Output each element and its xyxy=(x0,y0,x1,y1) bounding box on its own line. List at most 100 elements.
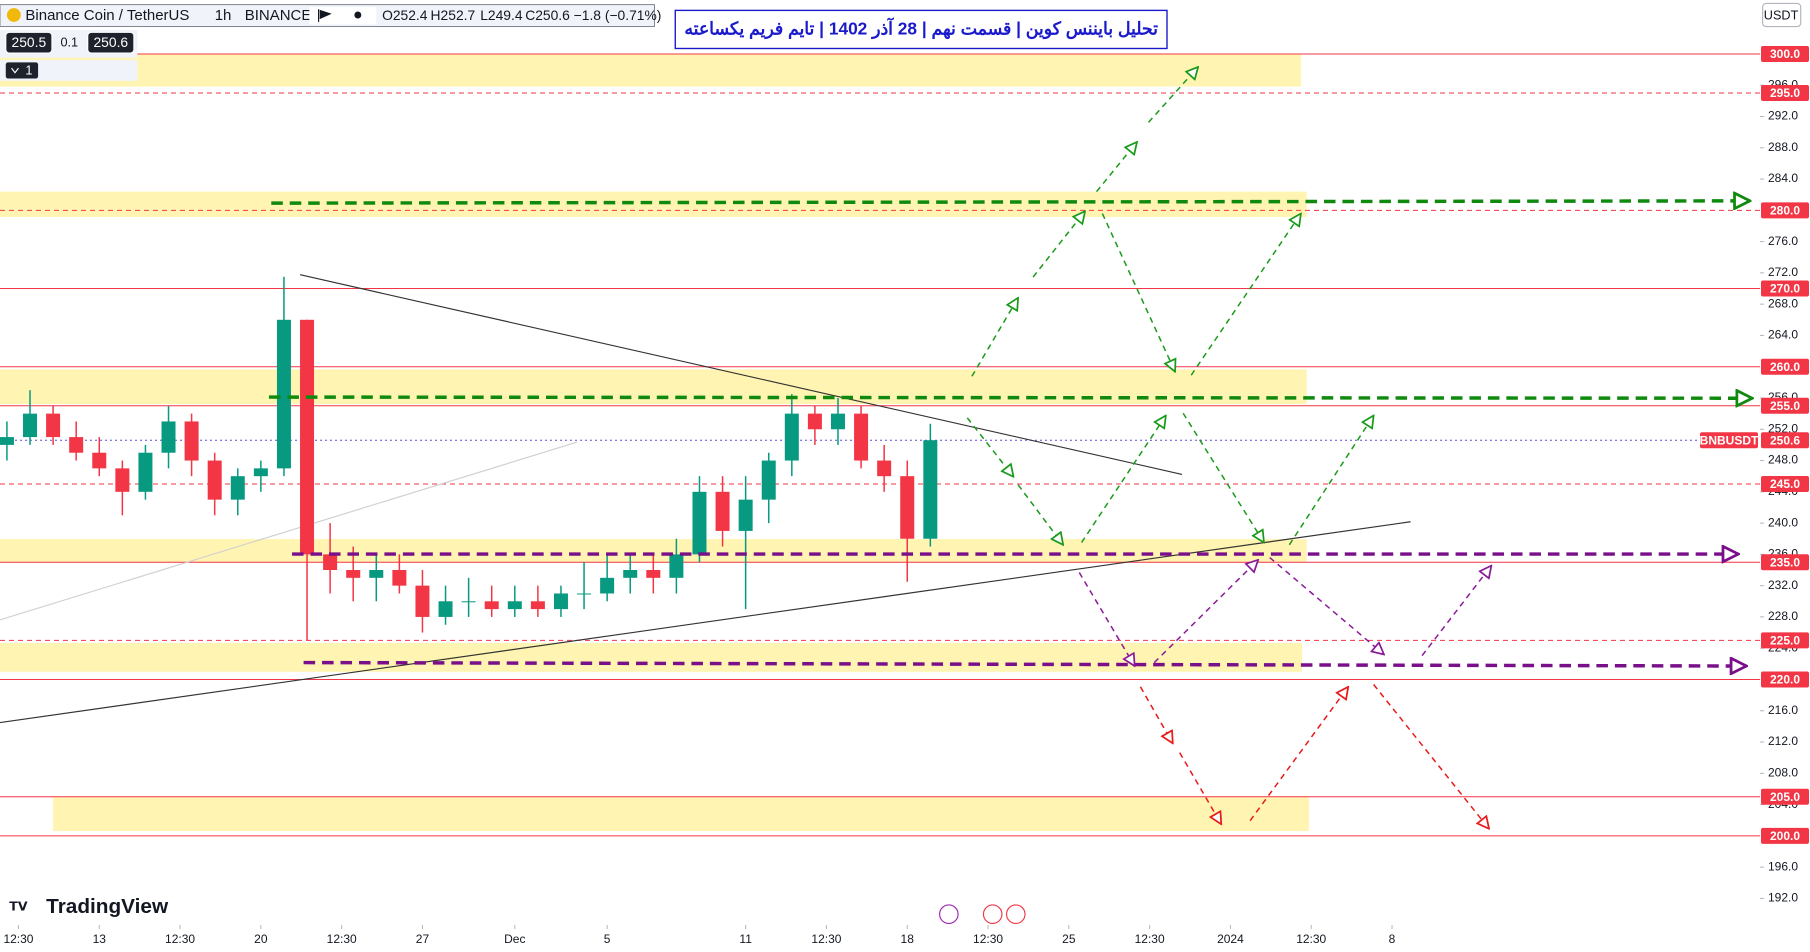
y-tick-label: 216.0 xyxy=(1768,703,1798,717)
x-tick-label: 5 xyxy=(604,932,611,946)
candle-body xyxy=(415,585,430,617)
interval[interactable]: 1h xyxy=(215,7,232,24)
level-label: 280.0 xyxy=(1770,204,1800,218)
level-label: 235.0 xyxy=(1770,555,1800,569)
indicator-toggle[interactable] xyxy=(5,62,39,79)
currency-button[interactable] xyxy=(1762,2,1802,28)
arrow xyxy=(1249,687,1348,822)
ohlc-high: H252.7 xyxy=(431,7,476,23)
candle-body xyxy=(923,440,938,539)
arrow xyxy=(1373,684,1489,828)
header: Binance Coin / TetherUS 1h BINANCE O252.… xyxy=(0,2,1802,925)
y-tick-label: 252.0 xyxy=(1768,421,1798,435)
last-price-bg xyxy=(1761,432,1809,449)
spread: 0.1 xyxy=(60,36,78,50)
arrow xyxy=(971,298,1018,377)
flag-icon[interactable] xyxy=(318,9,332,22)
level-label-bg xyxy=(1761,632,1809,649)
zone xyxy=(53,796,1309,832)
candle-body xyxy=(46,413,61,438)
y-tick-label: 228.0 xyxy=(1768,609,1798,623)
purple-arrows xyxy=(1078,556,1491,667)
target-line xyxy=(303,663,1747,666)
x-tick-label: 25 xyxy=(1062,932,1076,946)
y-tick-label: 288.0 xyxy=(1768,140,1798,154)
brand: TradingView xyxy=(46,895,169,918)
arrow xyxy=(1101,213,1175,372)
arrow xyxy=(1269,556,1384,655)
level-label: 205.0 xyxy=(1770,790,1800,804)
exchange: BINANCE xyxy=(245,7,312,24)
y-tick-label: 268.0 xyxy=(1768,296,1798,310)
event-icon[interactable] xyxy=(982,904,1003,925)
candle-body xyxy=(877,460,892,477)
arrow xyxy=(1153,560,1258,664)
bid-button[interactable] xyxy=(5,31,53,54)
symbol-label-bg xyxy=(1700,432,1758,449)
ohlc-close: C250.6 xyxy=(525,7,570,23)
event-icon[interactable] xyxy=(939,904,959,925)
candle-body xyxy=(138,452,153,492)
arrow xyxy=(1288,416,1373,546)
last-price-label: 250.6 xyxy=(1770,433,1800,447)
arrow xyxy=(1421,566,1491,657)
event-icon[interactable] xyxy=(1005,904,1026,925)
x-tick-label: 18 xyxy=(901,932,915,946)
y-tick-label: 272.0 xyxy=(1768,265,1798,279)
ask-button[interactable] xyxy=(87,31,135,54)
y-tick-label: 284.0 xyxy=(1768,171,1798,185)
candle-body xyxy=(623,570,638,578)
ohlc-change: −1.8 (−0.71%) xyxy=(574,7,662,23)
zone xyxy=(0,642,1303,672)
candle-body xyxy=(184,421,199,461)
x-tick-label: 13 xyxy=(93,932,107,946)
level-label-bg xyxy=(1761,788,1809,805)
x-tick-label: Dec xyxy=(504,932,525,946)
candle-body xyxy=(23,413,38,438)
ohlc-low: L249.4 xyxy=(480,7,523,23)
chart-title: تحلیل بایننس کوین | قسمت نهم | 28 آذر 14… xyxy=(684,18,1158,40)
zone xyxy=(0,191,1307,218)
trendline xyxy=(0,521,1411,724)
candle-body xyxy=(323,554,338,571)
candle-body xyxy=(600,577,615,594)
level-label: 200.0 xyxy=(1770,829,1800,843)
y-tick-label: 232.0 xyxy=(1768,578,1798,592)
x-tick-label: 12:30 xyxy=(327,932,357,946)
level-label-bg xyxy=(1761,280,1809,297)
candle-body xyxy=(161,421,176,453)
toolbar-icons[interactable] xyxy=(309,6,377,25)
level-label: 295.0 xyxy=(1770,86,1800,100)
y-tick-label: 192.0 xyxy=(1768,891,1798,905)
currency: USDT xyxy=(1764,9,1799,23)
level-label: 270.0 xyxy=(1770,282,1800,296)
arrow xyxy=(1190,214,1301,376)
y-tick-label: 264.0 xyxy=(1768,328,1798,342)
trendlines xyxy=(0,274,1411,724)
dot-icon[interactable] xyxy=(354,11,362,19)
symbol-label: BNBUSDT xyxy=(1700,433,1759,447)
level-label-bg xyxy=(1761,358,1809,375)
ohlc-open: O252.4 xyxy=(382,7,428,23)
candle-body xyxy=(530,601,545,610)
x-tick-label: 20 xyxy=(254,932,268,946)
symbol: Binance Coin / TetherUS xyxy=(25,7,189,24)
candle-body xyxy=(692,491,707,555)
arrow xyxy=(966,417,1013,477)
candle-body xyxy=(346,570,361,578)
candle-body xyxy=(669,554,684,578)
title-box xyxy=(674,9,1168,50)
arrow xyxy=(1179,752,1222,825)
candle-body xyxy=(230,476,245,500)
candle-body xyxy=(807,413,822,430)
candle-body xyxy=(69,437,84,453)
level-label: 255.0 xyxy=(1770,399,1800,413)
trendline xyxy=(0,441,578,621)
y-tick-label: 276.0 xyxy=(1768,234,1798,248)
x-tick-label: 12:30 xyxy=(1135,932,1165,946)
level-label-bg xyxy=(1761,827,1809,844)
level-label-bg xyxy=(1761,671,1809,688)
target-line xyxy=(271,201,1750,203)
